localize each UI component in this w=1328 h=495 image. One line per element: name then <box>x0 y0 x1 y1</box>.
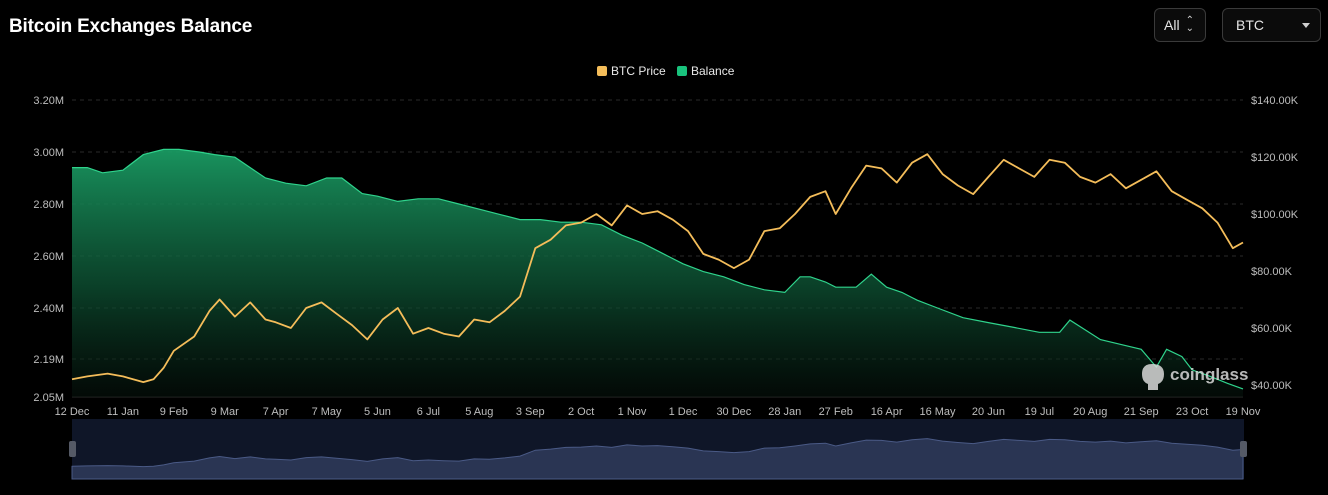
y-left-tick-label: 2.60M <box>33 251 64 263</box>
up-down-arrows-icon: ⌃ ⌄ <box>1185 15 1194 34</box>
legend-label-price[interactable]: BTC Price <box>611 64 666 78</box>
y-left-tick-label: 2.80M <box>33 199 64 211</box>
x-tick-label: 21 Sep <box>1124 406 1159 418</box>
y-right-tick-label: $40.00K <box>1251 380 1293 392</box>
x-tick-label: 1 Nov <box>618 406 647 418</box>
y-right-tick-label: $140.00K <box>1251 95 1299 107</box>
x-axis: 12 Dec 11 Jan 9 Feb 9 Mar 7 Apr 7 May 5 Jun 6 J… <box>55 406 1261 418</box>
x-tick-label: 1 Dec <box>669 406 698 418</box>
y-left-tick-label: 2.19M <box>33 354 64 366</box>
coinglass-logo-icon <box>1142 364 1164 390</box>
x-tick-label: 27 Feb <box>819 406 853 418</box>
btc-price-line <box>71 153 1244 383</box>
x-tick-label: 9 Mar <box>211 406 239 418</box>
x-tick-label: 28 Jan <box>768 406 801 418</box>
y-left-tick-label: 3.20M <box>33 95 64 107</box>
y-left-tick-label: 2.40M <box>33 303 64 315</box>
x-tick-label: 12 Dec <box>55 406 90 418</box>
legend-swatch-price <box>597 66 607 76</box>
navigator-left-handle[interactable] <box>69 441 76 457</box>
y-right-tick-label: $60.00K <box>1251 323 1293 335</box>
x-tick-label: 9 Feb <box>160 406 188 418</box>
legend-swatch-balance <box>677 66 687 76</box>
y-right-tick-label: $100.00K <box>1251 209 1299 221</box>
range-select-value: All <box>1164 17 1180 33</box>
balance-line <box>72 148 1244 390</box>
y-left-tick-label: 2.05M <box>33 392 64 404</box>
x-tick-label: 19 Nov <box>1226 406 1261 418</box>
x-tick-label: 5 Aug <box>465 406 493 418</box>
range-select[interactable]: All ⌃ ⌄ <box>1154 8 1206 42</box>
navigator-right-handle[interactable] <box>1240 441 1247 457</box>
x-tick-label: 11 Jan <box>107 406 139 418</box>
watermark: coinglass <box>1142 364 1248 390</box>
x-tick-label: 20 Jun <box>972 406 1005 418</box>
x-tick-label: 2 Oct <box>568 406 594 418</box>
asset-select[interactable]: BTC <box>1222 8 1321 42</box>
legend-label-balance[interactable]: Balance <box>691 64 735 78</box>
x-tick-label: 20 Aug <box>1073 406 1107 418</box>
x-tick-label: 3 Sep <box>516 406 545 418</box>
balance-area <box>72 149 1243 397</box>
legend: BTC Price Balance <box>597 64 735 78</box>
page-title: Bitcoin Exchanges Balance <box>9 16 253 37</box>
y-right-tick-label: $120.00K <box>1251 152 1299 164</box>
x-tick-label: 16 May <box>919 406 956 418</box>
x-tick-label: 19 Jul <box>1025 406 1054 418</box>
x-tick-label: 30 Dec <box>716 406 751 418</box>
chevron-down-icon <box>1302 22 1310 28</box>
x-tick-label: 23 Oct <box>1176 406 1208 418</box>
x-tick-label: 7 Apr <box>263 406 289 418</box>
y-right-tick-label: $80.00K <box>1251 266 1293 278</box>
y-axis-right: $140.00K $120.00K $100.00K $80.00K $60.00K $4… <box>1251 95 1299 392</box>
watermark-text: coinglass <box>1170 365 1248 384</box>
range-navigator[interactable] <box>69 419 1247 480</box>
x-tick-label: 16 Apr <box>871 406 903 418</box>
x-tick-label: 7 May <box>312 406 342 418</box>
asset-select-value: BTC <box>1236 17 1264 33</box>
y-axis-left: 3.20M 3.00M 2.80M 2.60M 2.40M 2.19M 2.05M <box>33 95 64 404</box>
y-left-tick-label: 3.00M <box>33 147 64 159</box>
navigator-area <box>71 438 1244 480</box>
x-tick-label: 6 Jul <box>417 406 440 418</box>
x-tick-label: 5 Jun <box>364 406 391 418</box>
